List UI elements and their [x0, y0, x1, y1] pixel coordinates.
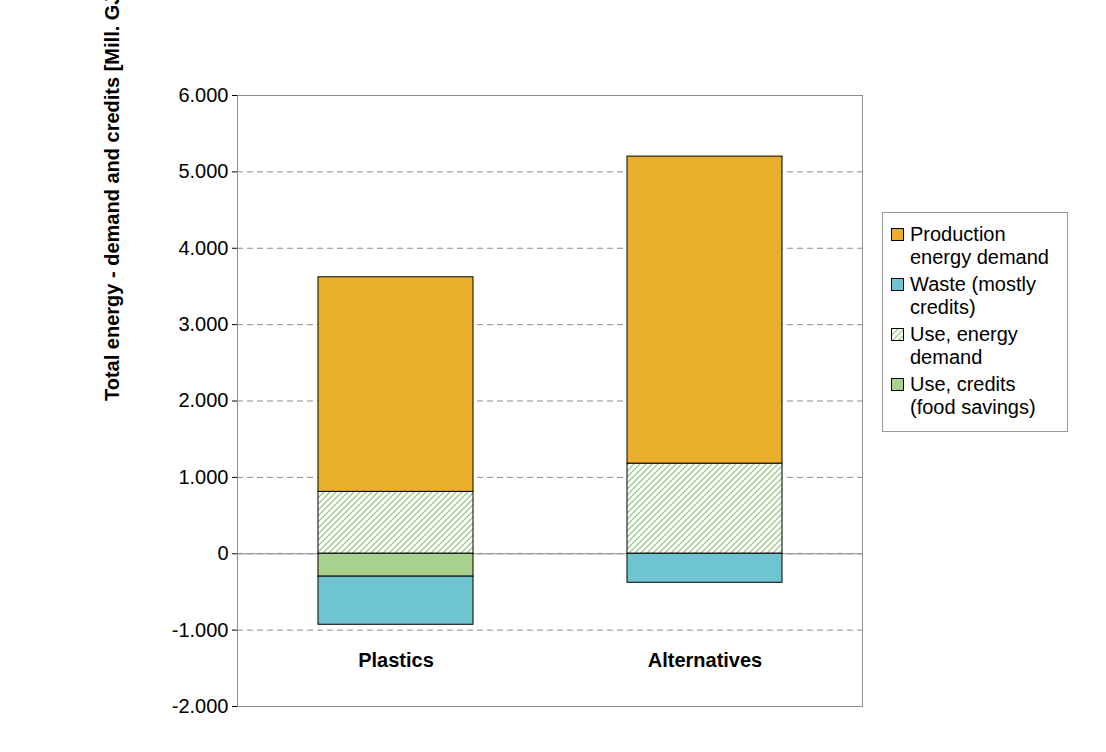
svg-text:Alternatives: Alternatives — [648, 649, 763, 671]
svg-text:Plastics: Plastics — [358, 649, 434, 671]
svg-text:3.000: 3.000 — [178, 313, 228, 335]
svg-text:5.000: 5.000 — [178, 160, 228, 182]
html-text:Production energy demand: Production energy demand — [910, 223, 1049, 268]
svg-text:4.000: 4.000 — [178, 237, 228, 259]
svg-text:-1.000: -1.000 — [172, 619, 229, 641]
html-text:Use, energy demand: Use, energy demand — [910, 323, 1018, 368]
svg-text:2.000: 2.000 — [178, 389, 228, 411]
svg-text:1.000: 1.000 — [178, 466, 228, 488]
html-text:Use, credits (food savings): Use, credits (food savings) — [910, 373, 1036, 418]
svg-text:6.000: 6.000 — [178, 84, 228, 106]
svg-text:0: 0 — [217, 542, 228, 564]
svg-text:-2.000: -2.000 — [172, 695, 229, 717]
html-text:Waste (mostly credits): Waste (mostly credits) — [910, 273, 1036, 318]
svg-text:Total energy - demand and cred: Total energy - demand and credits [Mill.… — [101, 0, 123, 401]
